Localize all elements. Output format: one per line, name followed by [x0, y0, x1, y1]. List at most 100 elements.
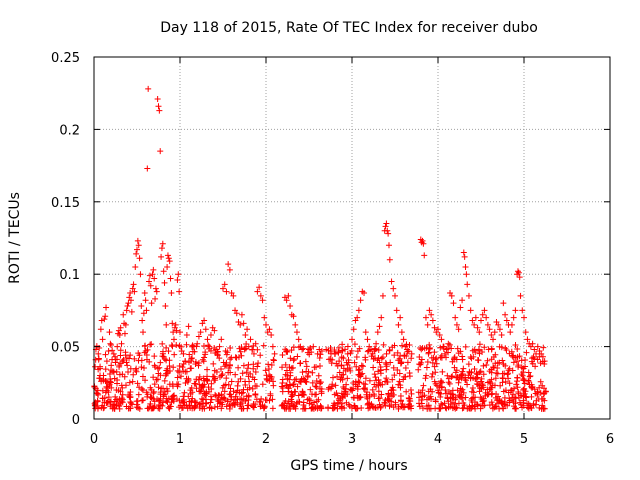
data-point: [181, 390, 187, 396]
data-point: [104, 358, 110, 364]
data-point: [507, 380, 513, 386]
data-point: [423, 373, 429, 379]
data-point: [392, 293, 398, 299]
data-point: [268, 332, 274, 338]
data-point: [499, 332, 505, 338]
data-point: [287, 303, 293, 309]
data-point: [349, 336, 355, 342]
data-point: [310, 344, 316, 350]
data-point: [137, 271, 143, 277]
data-point: [154, 289, 160, 295]
data-point: [144, 165, 150, 171]
data-point: [163, 322, 169, 328]
data-point: [145, 86, 151, 92]
data-point: [290, 365, 296, 371]
data-point: [241, 320, 247, 326]
data-point: [165, 252, 171, 258]
data-point: [430, 318, 436, 324]
data-point: [153, 286, 159, 292]
data-point: [460, 366, 466, 372]
chart: Day 118 of 2015, Rate Of TEC Index for r…: [0, 0, 640, 480]
data-point: [390, 286, 396, 292]
x-tick-label: 1: [176, 432, 184, 447]
data-point: [386, 242, 392, 248]
x-axis-title: GPS time / hours: [290, 458, 407, 474]
data-point: [254, 347, 260, 353]
data-point: [204, 367, 210, 373]
data-point: [245, 365, 251, 371]
data-point: [484, 358, 490, 364]
data-point: [209, 397, 215, 403]
data-point: [270, 344, 276, 350]
data-point: [149, 300, 155, 306]
data-point: [473, 315, 479, 321]
data-point: [208, 332, 214, 338]
data-point: [398, 360, 404, 366]
x-tick-label: 0: [90, 432, 98, 447]
x-tick-label: 2: [262, 432, 270, 447]
data-point: [521, 315, 527, 321]
data-point: [235, 365, 241, 371]
data-point: [511, 315, 517, 321]
data-point: [387, 257, 393, 263]
data-point: [205, 342, 211, 348]
y-tick-label: 0.25: [51, 51, 80, 66]
data-point: [263, 367, 269, 373]
data-point: [358, 297, 364, 303]
data-point: [476, 357, 482, 363]
data-point: [156, 103, 162, 109]
data-point: [446, 379, 452, 385]
data-point: [227, 345, 233, 351]
data-point: [489, 346, 495, 352]
data-point: [167, 258, 173, 264]
data-point: [383, 375, 389, 381]
data-point: [184, 332, 190, 338]
y-tick-label: 0.1: [59, 268, 80, 283]
data-point: [208, 381, 214, 387]
data-point: [120, 312, 126, 318]
data-point: [119, 341, 125, 347]
data-point: [108, 362, 114, 368]
data-point: [131, 281, 137, 287]
data-point: [297, 360, 303, 366]
data-point: [243, 341, 249, 347]
data-point: [103, 352, 109, 358]
data-point: [203, 326, 209, 332]
data-point: [162, 303, 168, 309]
data-point: [447, 381, 453, 387]
data-point: [122, 331, 128, 337]
data-point: [138, 303, 144, 309]
data-point: [309, 370, 315, 376]
data-point: [363, 329, 369, 335]
data-point: [287, 373, 293, 379]
data-point: [159, 341, 165, 347]
data-point: [504, 371, 510, 377]
data-point: [401, 336, 407, 342]
data-point: [100, 373, 106, 379]
data-point: [450, 300, 456, 306]
data-point: [180, 393, 186, 399]
data-point: [124, 307, 130, 313]
data-point: [397, 315, 403, 321]
data-point: [511, 359, 517, 365]
data-point: [272, 351, 278, 357]
data-points: [91, 86, 548, 412]
data-point: [377, 323, 383, 329]
data-point: [407, 373, 413, 379]
data-point: [138, 364, 144, 370]
data-point: [424, 365, 430, 371]
data-point: [283, 349, 289, 355]
data-point: [187, 365, 193, 371]
data-point: [464, 281, 470, 287]
data-point: [125, 369, 131, 375]
data-point: [466, 361, 472, 367]
data-point: [466, 293, 472, 299]
y-tick-label: 0.2: [59, 123, 80, 138]
data-point: [128, 366, 134, 372]
data-point: [463, 264, 469, 270]
data-point: [135, 238, 141, 244]
data-point: [477, 341, 483, 347]
data-point: [399, 329, 405, 335]
data-point: [141, 365, 147, 371]
data-point: [421, 252, 427, 258]
